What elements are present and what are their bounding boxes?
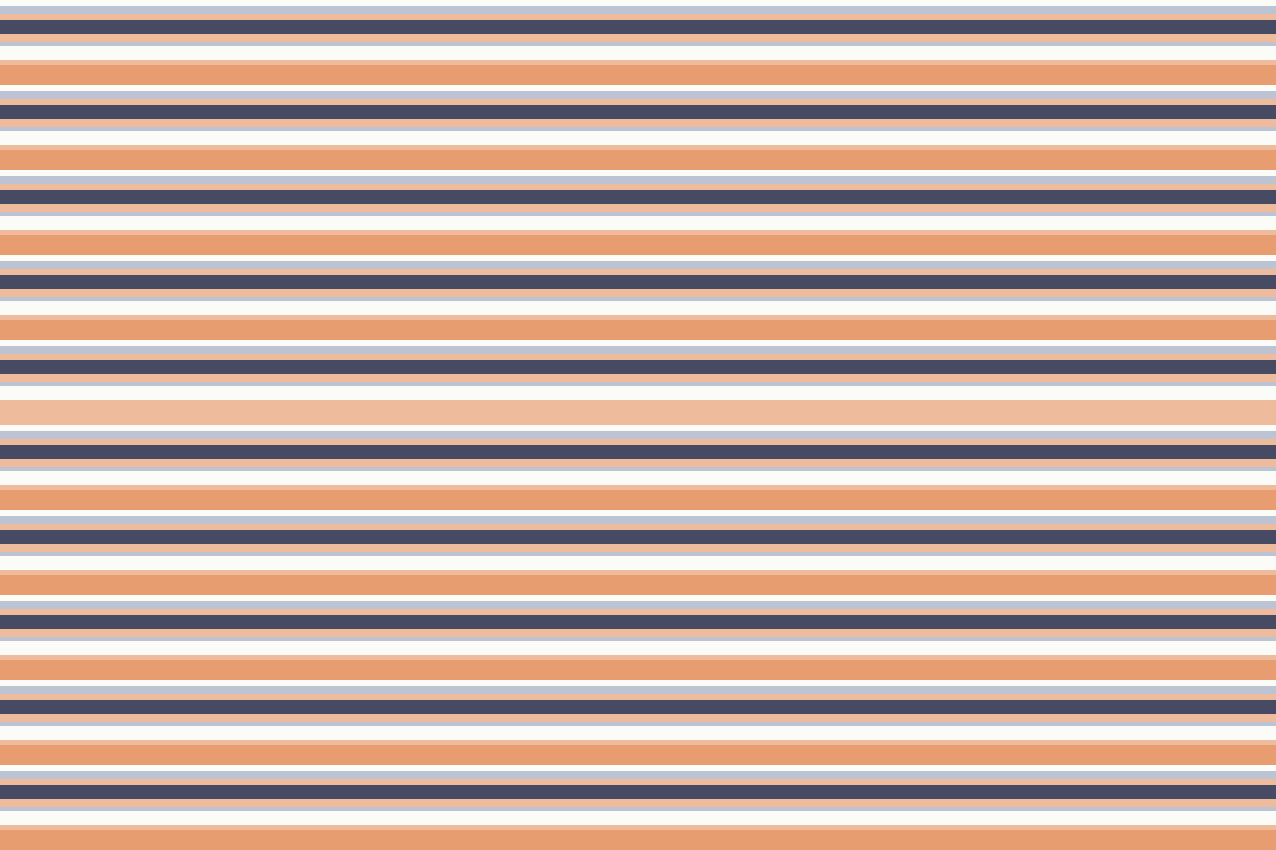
peach-stripe bbox=[0, 629, 1276, 637]
navy-stripe bbox=[0, 700, 1276, 714]
light-peach-stripe bbox=[0, 145, 1276, 150]
lavender-stripe bbox=[0, 346, 1276, 354]
orange-stripe bbox=[0, 575, 1276, 595]
navy-stripe bbox=[0, 530, 1276, 544]
navy-stripe bbox=[0, 105, 1276, 119]
peach-stripe bbox=[0, 204, 1276, 212]
orange-stripe bbox=[0, 490, 1276, 510]
orange-stripe bbox=[0, 660, 1276, 680]
lavender-stripe bbox=[0, 431, 1276, 439]
navy-stripe bbox=[0, 785, 1276, 799]
lavender-stripe bbox=[0, 601, 1276, 609]
light-peach-stripe bbox=[0, 825, 1276, 830]
light-peach-stripe bbox=[0, 400, 1276, 405]
orange-stripe bbox=[0, 150, 1276, 170]
light-peach-stripe bbox=[0, 485, 1276, 490]
lavender-stripe bbox=[0, 91, 1276, 99]
orange-stripe bbox=[0, 830, 1276, 850]
orange-stripe bbox=[0, 405, 1276, 425]
lavender-stripe bbox=[0, 637, 1276, 641]
orange-stripe bbox=[0, 235, 1276, 255]
lavender-stripe bbox=[0, 771, 1276, 779]
light-peach-stripe bbox=[0, 655, 1276, 660]
lavender-stripe bbox=[0, 807, 1276, 811]
orange-stripe bbox=[0, 745, 1276, 765]
lavender-stripe bbox=[0, 722, 1276, 726]
navy-stripe bbox=[0, 190, 1276, 204]
peach-stripe bbox=[0, 269, 1276, 275]
lavender-stripe bbox=[0, 382, 1276, 386]
peach-stripe bbox=[0, 714, 1276, 722]
peach-stripe bbox=[0, 799, 1276, 807]
peach-stripe bbox=[0, 184, 1276, 190]
peach-stripe bbox=[0, 544, 1276, 552]
peach-stripe bbox=[0, 439, 1276, 445]
peach-stripe bbox=[0, 34, 1276, 42]
peach-stripe bbox=[0, 289, 1276, 297]
navy-stripe bbox=[0, 20, 1276, 34]
peach-stripe bbox=[0, 524, 1276, 530]
light-peach-stripe bbox=[0, 740, 1276, 745]
orange-stripe bbox=[0, 320, 1276, 340]
light-peach-stripe bbox=[0, 570, 1276, 575]
lavender-stripe bbox=[0, 127, 1276, 131]
lavender-stripe bbox=[0, 552, 1276, 556]
lavender-stripe bbox=[0, 176, 1276, 184]
lavender-stripe bbox=[0, 261, 1276, 269]
peach-stripe bbox=[0, 609, 1276, 615]
light-peach-stripe bbox=[0, 315, 1276, 320]
lavender-stripe bbox=[0, 516, 1276, 524]
lavender-stripe bbox=[0, 297, 1276, 301]
peach-stripe bbox=[0, 779, 1276, 785]
light-peach-stripe bbox=[0, 230, 1276, 235]
peach-stripe bbox=[0, 374, 1276, 382]
peach-stripe bbox=[0, 354, 1276, 360]
lavender-stripe bbox=[0, 42, 1276, 46]
peach-stripe bbox=[0, 459, 1276, 467]
orange-stripe bbox=[0, 65, 1276, 85]
peach-stripe bbox=[0, 99, 1276, 105]
navy-stripe bbox=[0, 275, 1276, 289]
lavender-stripe bbox=[0, 686, 1276, 694]
navy-stripe bbox=[0, 615, 1276, 629]
lavender-stripe bbox=[0, 212, 1276, 216]
navy-stripe bbox=[0, 445, 1276, 459]
lavender-stripe bbox=[0, 6, 1276, 14]
lavender-stripe bbox=[0, 467, 1276, 471]
peach-stripe bbox=[0, 119, 1276, 127]
navy-stripe bbox=[0, 360, 1276, 374]
light-peach-stripe bbox=[0, 60, 1276, 65]
peach-stripe bbox=[0, 14, 1276, 20]
peach-stripe bbox=[0, 694, 1276, 700]
